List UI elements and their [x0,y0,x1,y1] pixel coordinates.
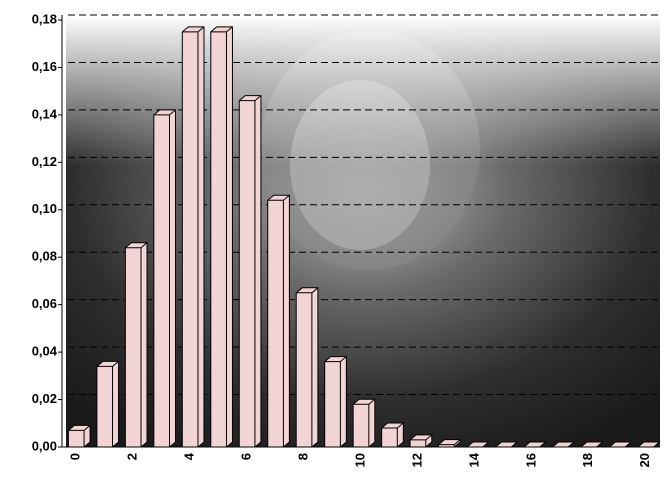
x-tick-label: 8 [295,453,310,460]
x-tick-label: 12 [409,453,424,467]
bar [210,26,233,448]
bar [637,441,661,448]
x-tick-label: 0 [68,453,83,460]
x-tick-label: 4 [182,452,197,460]
y-tick-label: 0,10 [32,201,57,216]
bar [381,422,404,448]
bar [552,441,575,448]
x-tick-label: 14 [466,452,481,467]
bar [466,441,490,448]
y-tick-label: 0,14 [32,106,58,121]
bar [352,398,376,448]
y-tick-label: 0,18 [32,11,57,26]
x-tick-label: 16 [523,453,538,467]
bar [124,242,148,448]
bar [580,441,604,448]
x-tick-label: 2 [125,453,140,460]
bar [96,360,120,448]
y-tick-label: 0,12 [32,154,57,169]
x-tick-label: 18 [580,453,595,467]
y-tick-label: 0,02 [32,391,57,406]
plot: 0,00 0,02 0,04 0,06 0,08 0,10 0,12 0,14 0,16 0,18… [32,11,661,467]
bar [409,434,433,448]
bar [153,109,176,448]
x-tick-label: 6 [239,453,254,460]
bar [523,441,547,448]
bar [181,26,205,448]
bar [67,424,91,448]
bar [495,441,518,448]
bar [295,287,319,448]
bar [324,356,347,448]
bar [608,441,632,448]
y-tick-label: 0,08 [32,249,57,264]
y-tick-label: 0,06 [32,296,57,311]
x-tick-label: 10 [352,453,367,467]
y-tick-label: 0,16 [32,59,57,74]
bar [438,439,461,448]
y-tick-label: 0,04 [32,344,58,359]
bar [238,95,262,448]
bar [267,194,290,448]
y-tick-label: 0,00 [32,438,57,453]
x-tick-label: 20 [637,453,652,467]
